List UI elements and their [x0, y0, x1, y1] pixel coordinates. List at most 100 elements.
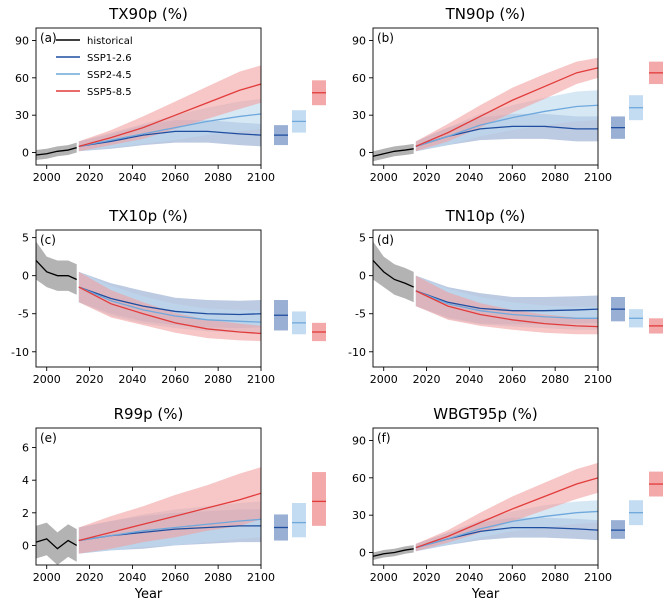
panel-2: TN90p (%) 0 30 60 90 2000 2020 2040 2060 2080 2100…: [352, 5, 663, 184]
plot-area: [373, 462, 598, 561]
band-ssp585: [78, 271, 261, 342]
band-historical: [373, 143, 414, 162]
band-historical: [36, 522, 77, 565]
panel-title: TX10p (%): [108, 207, 188, 225]
range-box-ssp585: [312, 472, 326, 526]
x-tick-label: 2080: [541, 571, 569, 584]
band-ssp585: [415, 462, 598, 552]
y-tick-label: 30: [352, 509, 366, 522]
series-line-ssp585: [78, 492, 261, 542]
x-tick-label: 2080: [204, 571, 232, 584]
x-tick-label: 2020: [413, 171, 441, 184]
series-line-ssp585: [415, 477, 598, 549]
x-tick-label: 2060: [498, 171, 526, 184]
y-tick-label: 60: [352, 472, 366, 485]
y-tick-label: 0: [22, 270, 29, 283]
x-tick-label: 2020: [413, 571, 441, 584]
panel-title: WBGT95p (%): [433, 405, 537, 423]
band-ssp245: [415, 90, 598, 152]
series-line-ssp245: [78, 518, 261, 542]
y-tick-label: 0: [359, 270, 366, 283]
x-tick-label: 2080: [204, 373, 232, 386]
series-line-ssp585: [78, 286, 261, 335]
panel-title: R99p (%): [114, 405, 184, 423]
y-tick-label: 2: [22, 507, 29, 520]
y-tick-label: 5: [22, 232, 29, 245]
y-tick-label: 0: [359, 547, 366, 560]
x-tick-label: 2040: [455, 571, 483, 584]
x-tick-label: 2040: [118, 373, 146, 386]
x-tick-label: 2000: [370, 373, 398, 386]
series-line-ssp126: [78, 130, 261, 147]
y-tick-label: 30: [15, 109, 29, 122]
x-tick-label: 2100: [247, 373, 275, 386]
plot-area: [36, 65, 261, 161]
panel-4: TN10p (%) -10 -5 0 5 2000 2020 2040 2060 2080 2100…: [348, 207, 663, 386]
x-tick-label: 2080: [541, 171, 569, 184]
y-tick-label: -5: [355, 308, 366, 321]
series-line-ssp585: [415, 290, 598, 328]
y-tick-label: 60: [352, 72, 366, 85]
series-line-ssp245: [415, 104, 598, 147]
panel-title: TN10p (%): [445, 207, 526, 225]
x-tick-label: 2080: [204, 171, 232, 184]
x-tick-label: 2000: [33, 373, 61, 386]
x-tick-label: 2060: [498, 373, 526, 386]
x-tick-label: 2000: [33, 571, 61, 584]
axes-frame: [35, 27, 262, 166]
x-tick-label: 2060: [498, 571, 526, 584]
series-line-ssp126: [78, 286, 261, 316]
series-line-ssp585: [415, 67, 598, 147]
series-line-historical: [36, 146, 77, 156]
series-line-historical: [36, 259, 77, 281]
x-axis-label: Year: [134, 587, 163, 602]
legend-label-ssp126: SSP1-2.6: [87, 53, 132, 64]
band-ssp585: [78, 65, 261, 152]
series-line-historical: [36, 538, 78, 550]
axes-frame: [372, 427, 599, 566]
panel-5: R99p (%) 0 2 4 6 2000 2020 2040 2060 2080 2100 (e) Y…: [22, 405, 326, 602]
y-tick-label: 30: [352, 109, 366, 122]
x-tick-label: 2000: [370, 171, 398, 184]
x-tick-label: 2100: [247, 171, 275, 184]
y-tick-label: 0: [22, 147, 29, 160]
x-tick-label: 2080: [541, 373, 569, 386]
panel-title: TN90p (%): [445, 5, 526, 23]
legend: historical SSP1-2.6 SSP2-4.5 SSP5-8.5: [56, 36, 133, 98]
x-tick-label: 2040: [455, 171, 483, 184]
band-ssp585: [415, 275, 598, 335]
series-line-ssp245: [415, 510, 598, 549]
panel-label: (b): [377, 31, 394, 45]
x-tick-label: 2060: [161, 571, 189, 584]
x-tick-label: 2020: [76, 171, 104, 184]
axes-frame: [372, 229, 599, 368]
x-tick-label: 2040: [455, 373, 483, 386]
plot-area: [36, 241, 261, 342]
y-tick-label: 90: [15, 34, 29, 47]
y-tick-label: 5: [359, 232, 366, 245]
plot-area: [373, 241, 598, 335]
series-line-historical: [373, 259, 414, 288]
legend-label-ssp245: SSP2-4.5: [87, 70, 132, 81]
y-tick-label: 4: [22, 474, 29, 487]
series-line-historical: [373, 548, 414, 557]
band-ssp245: [415, 500, 598, 552]
panel-title: TX90p (%): [108, 5, 188, 23]
y-tick-label: -10: [11, 346, 29, 359]
x-tick-label: 2040: [118, 171, 146, 184]
plot-area: [36, 467, 261, 565]
y-tick-label: 6: [22, 442, 29, 455]
range-box-ssp245: [292, 503, 306, 538]
panel-label: (d): [377, 233, 394, 247]
series-line-ssp585: [78, 83, 261, 147]
panel-6: WBGT95p (%) 0 30 60 90 2000 2020 2040 2060 2080 21…: [352, 405, 663, 602]
panel-label: (a): [40, 31, 57, 45]
x-tick-label: 2100: [584, 171, 612, 184]
y-tick-label: 60: [15, 72, 29, 85]
x-tick-label: 2060: [161, 373, 189, 386]
y-tick-label: 90: [352, 434, 366, 447]
y-tick-label: 90: [352, 34, 366, 47]
band-historical: [373, 241, 414, 303]
series-line-ssp245: [78, 113, 261, 147]
